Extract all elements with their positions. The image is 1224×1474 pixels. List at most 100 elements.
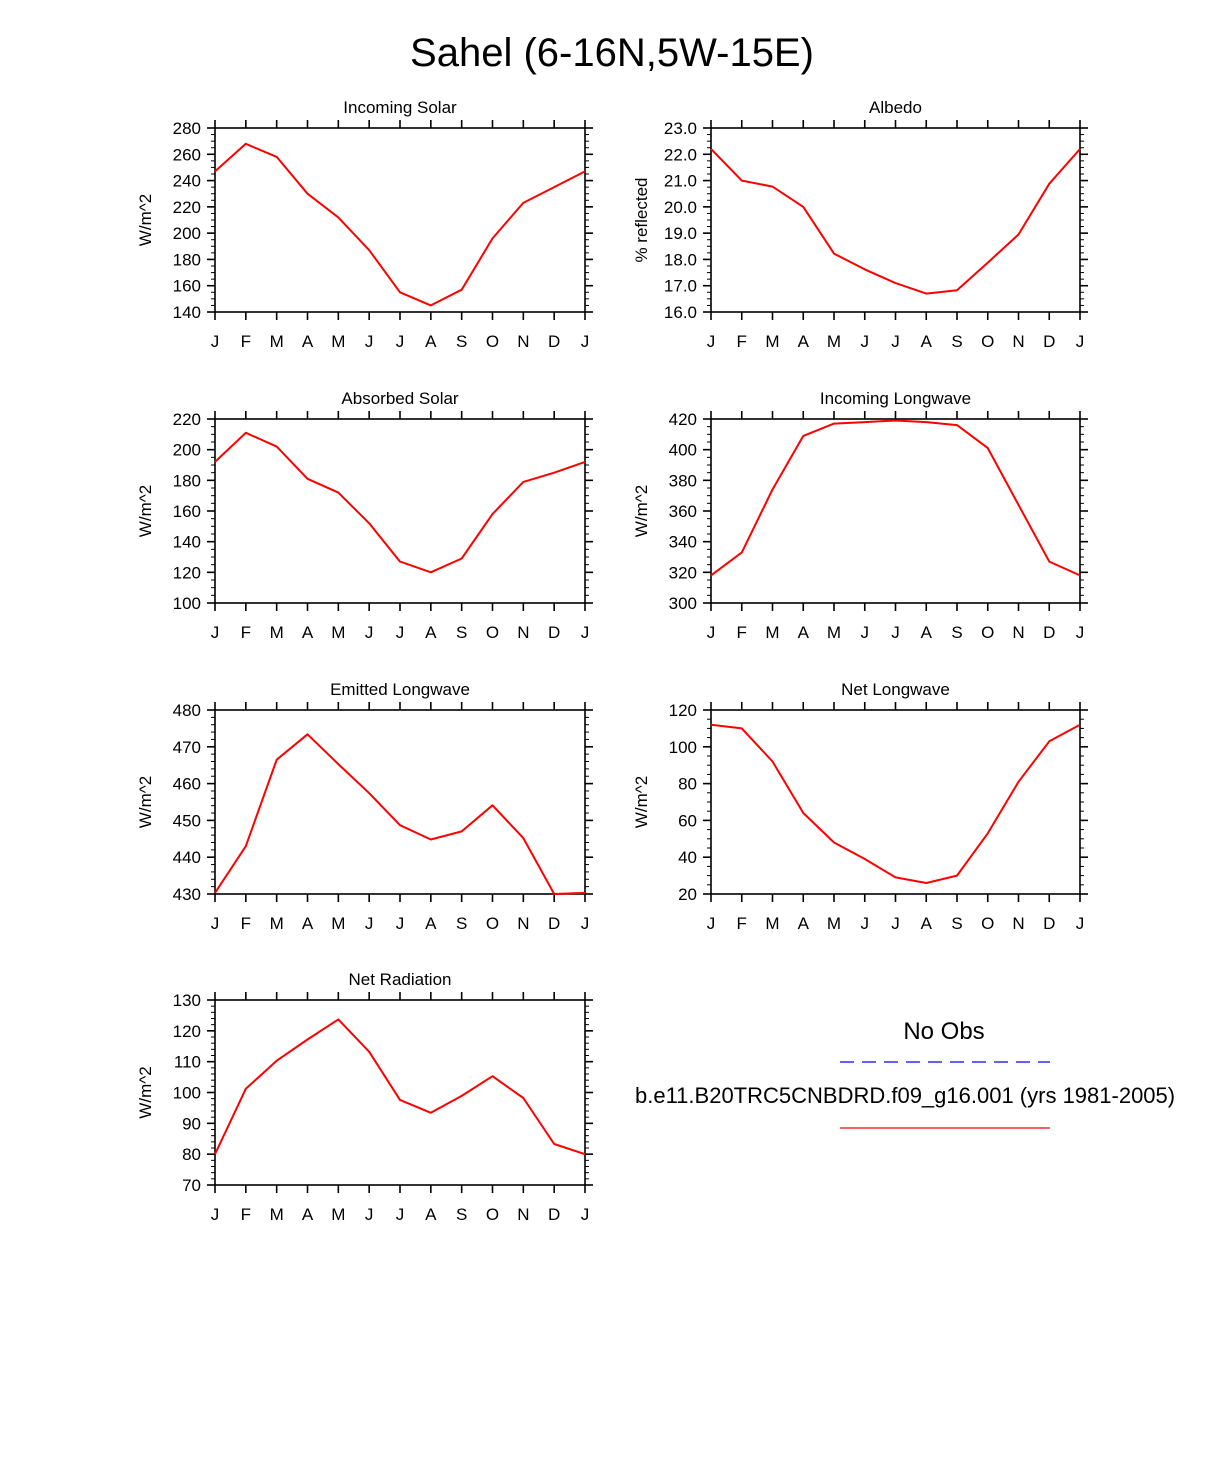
y-axis-label: W/m^2: [136, 1066, 155, 1118]
x-tick-label: M: [331, 914, 345, 933]
y-tick-label: 140: [173, 303, 201, 322]
x-tick-label: J: [707, 623, 716, 642]
x-tick-label: N: [517, 914, 529, 933]
y-tick-label: 90: [182, 1114, 201, 1133]
y-tick-label: 450: [173, 811, 201, 830]
figure-title: Sahel (6-16N,5W-15E): [410, 31, 814, 75]
x-tick-label: A: [302, 1205, 314, 1224]
x-tick-label: J: [211, 332, 220, 351]
y-tick-label: 70: [182, 1176, 201, 1195]
x-tick-label: A: [425, 1205, 437, 1224]
x-tick-label: J: [211, 1205, 220, 1224]
y-tick-label: 360: [669, 502, 697, 521]
x-tick-label: N: [1012, 332, 1024, 351]
legend: No Obs b.e11.B20TRC5CNBDRD.f09_g16.001 (…: [635, 1018, 1175, 1129]
y-tick-label: 470: [173, 738, 201, 757]
y-tick-label: 220: [173, 410, 201, 429]
y-tick-label: 120: [173, 1022, 201, 1041]
y-tick-label: 100: [173, 594, 201, 613]
x-tick-label: M: [827, 623, 841, 642]
x-tick-label: J: [891, 914, 900, 933]
x-tick-label: M: [765, 623, 779, 642]
x-tick-label: J: [581, 332, 590, 351]
x-tick-label: S: [951, 914, 962, 933]
y-axis-label: % reflected: [632, 177, 651, 262]
x-tick-label: J: [1076, 332, 1085, 351]
x-tick-label: M: [765, 332, 779, 351]
x-tick-label: O: [981, 332, 994, 351]
x-tick-label: J: [365, 1205, 374, 1224]
x-tick-label: M: [765, 914, 779, 933]
y-tick-label: 460: [173, 775, 201, 794]
y-tick-label: 21.0: [664, 172, 697, 191]
y-tick-label: 430: [173, 885, 201, 904]
x-tick-label: A: [302, 623, 314, 642]
y-tick-label: 20.0: [664, 198, 697, 217]
x-tick-label: N: [517, 623, 529, 642]
panel-title: Incoming Longwave: [820, 389, 971, 408]
panel-albedo: 16.017.018.019.020.021.022.023.0J F M A M J J A…: [632, 98, 1088, 351]
x-tick-label: O: [981, 914, 994, 933]
x-tick-label: O: [981, 623, 994, 642]
x-tick-label: J: [581, 914, 590, 933]
y-tick-label: 23.0: [664, 119, 697, 138]
series-line: [214, 733, 586, 895]
x-tick-label: O: [486, 332, 499, 351]
x-tick-label: A: [921, 332, 933, 351]
x-tick-label: A: [798, 332, 810, 351]
x-tick-label: M: [270, 332, 284, 351]
x-tick-label: J: [365, 623, 374, 642]
y-tick-label: 440: [173, 848, 201, 867]
x-tick-label: F: [737, 332, 747, 351]
x-tick-label: J: [396, 914, 405, 933]
x-tick-label: F: [241, 914, 251, 933]
y-tick-label: 340: [669, 533, 697, 552]
x-tick-label: J: [861, 332, 870, 351]
y-tick-label: 220: [173, 198, 201, 217]
x-tick-label: J: [581, 1205, 590, 1224]
series-line: [710, 148, 1081, 295]
x-tick-label: A: [425, 332, 437, 351]
series-line: [214, 142, 586, 307]
x-tick-label: J: [861, 623, 870, 642]
x-tick-label: N: [517, 1205, 529, 1224]
y-tick-label: 160: [173, 502, 201, 521]
panel-title: Albedo: [869, 98, 922, 117]
x-tick-label: A: [302, 914, 314, 933]
y-axis-label: W/m^2: [632, 776, 651, 828]
y-axis-label: W/m^2: [136, 194, 155, 246]
y-tick-label: 100: [669, 738, 697, 757]
x-tick-label: A: [921, 914, 933, 933]
x-tick-label: J: [891, 623, 900, 642]
x-tick-label: J: [396, 1205, 405, 1224]
x-tick-label: A: [425, 623, 437, 642]
x-tick-label: J: [365, 332, 374, 351]
x-tick-label: M: [827, 332, 841, 351]
x-tick-label: O: [486, 623, 499, 642]
x-tick-label: A: [798, 914, 810, 933]
y-tick-label: 240: [173, 172, 201, 191]
x-tick-label: S: [456, 1205, 467, 1224]
panel-title: Emitted Longwave: [330, 680, 470, 699]
x-tick-label: M: [270, 623, 284, 642]
x-tick-label: J: [1076, 914, 1085, 933]
y-tick-label: 380: [669, 471, 697, 490]
x-tick-label: J: [396, 332, 405, 351]
x-tick-label: F: [241, 1205, 251, 1224]
x-tick-label: S: [456, 914, 467, 933]
x-tick-label: J: [581, 623, 590, 642]
y-tick-label: 200: [173, 224, 201, 243]
y-tick-label: 20: [678, 885, 697, 904]
y-tick-label: 18.0: [664, 250, 697, 269]
x-tick-label: O: [486, 914, 499, 933]
y-tick-label: 420: [669, 410, 697, 429]
series-line: [710, 723, 1081, 884]
x-tick-label: D: [1043, 623, 1055, 642]
y-tick-label: 280: [173, 119, 201, 138]
y-tick-label: 120: [173, 563, 201, 582]
panel-title: Incoming Solar: [343, 98, 457, 117]
x-tick-label: F: [241, 332, 251, 351]
